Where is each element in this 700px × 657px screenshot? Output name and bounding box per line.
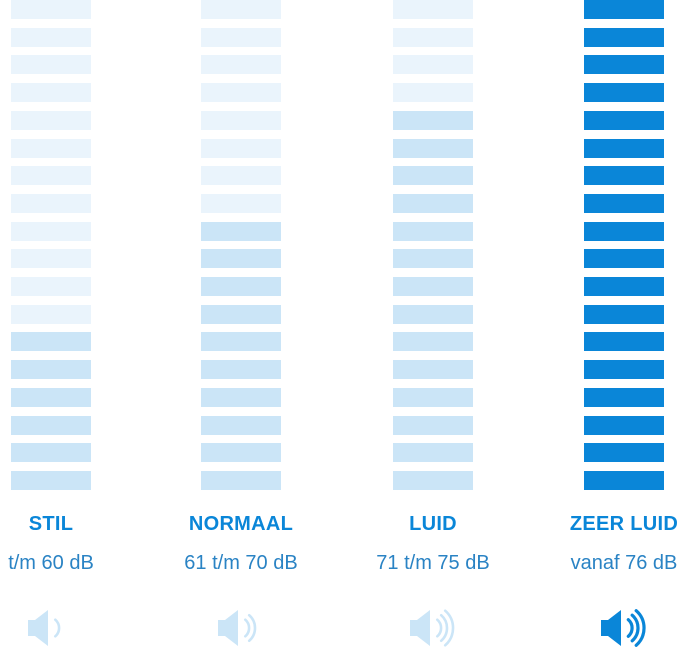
meter-segment (201, 416, 281, 435)
speaker-loud-icon (410, 609, 455, 647)
meter-segment (584, 305, 664, 324)
meter-segment (11, 222, 91, 241)
meter-segment (201, 83, 281, 102)
meter-segment (11, 332, 91, 351)
meter-segment (11, 471, 91, 490)
meter-segment (584, 277, 664, 296)
meter-segment (201, 139, 281, 158)
meter-segment (393, 416, 473, 435)
meter-segment (584, 471, 664, 490)
meter-segment (393, 388, 473, 407)
meter-segment (11, 194, 91, 213)
sound-wave (247, 613, 257, 643)
sound-wave (439, 613, 449, 643)
meter-segment (201, 471, 281, 490)
level-range: t/m 60 dB (8, 552, 94, 574)
meter-segment (584, 194, 664, 213)
meter-segment (393, 332, 473, 351)
meter-segment (11, 111, 91, 130)
meter-segment (11, 388, 91, 407)
meter-segment (201, 360, 281, 379)
meter-segment (11, 83, 91, 102)
meter-segment (11, 28, 91, 47)
meter-segment (584, 166, 664, 185)
meter-segment (11, 443, 91, 462)
speaker-body (601, 610, 621, 646)
meter-segment (11, 166, 91, 185)
meter-segment (393, 194, 473, 213)
meter-segment (201, 443, 281, 462)
meter-segment (393, 305, 473, 324)
meter-segment (393, 443, 473, 462)
meter-segment (201, 305, 281, 324)
speaker-body (218, 610, 238, 646)
meter-segment (201, 0, 281, 19)
meter-segment (584, 222, 664, 241)
meter-segment (584, 83, 664, 102)
meter-segment (584, 249, 664, 268)
meter-segment (393, 28, 473, 47)
meter-segment (393, 166, 473, 185)
meter-segment (201, 277, 281, 296)
meter-segment (584, 28, 664, 47)
meter-segment (393, 83, 473, 102)
sound-wave (634, 609, 646, 647)
meter-segment (11, 360, 91, 379)
level-title: NORMAAL (188, 513, 294, 535)
meter-segment (393, 471, 473, 490)
meter-segment (393, 222, 473, 241)
sound-wave (436, 618, 443, 638)
sound-wave (443, 609, 455, 647)
speaker-medium-icon (218, 610, 257, 646)
meter-segment (201, 388, 281, 407)
meter-segment (11, 416, 91, 435)
meter-segment (11, 305, 91, 324)
meter-segment (584, 416, 664, 435)
meter-segment (201, 194, 281, 213)
meter-segment (393, 55, 473, 74)
level-range: vanaf 76 dB (570, 552, 678, 574)
meter-segment (201, 166, 281, 185)
meter-segment (201, 111, 281, 130)
meter-segment (393, 0, 473, 19)
sound-wave (54, 618, 61, 638)
meter-segment (393, 111, 473, 130)
speaker-body (28, 610, 48, 646)
meter-segment (11, 277, 91, 296)
meter-segment (584, 443, 664, 462)
meter-segment (11, 0, 91, 19)
meter-segment (584, 111, 664, 130)
sound-wave (244, 618, 251, 638)
meter-segment (584, 332, 664, 351)
meter-segment (11, 55, 91, 74)
speaker-low-icon (28, 610, 61, 646)
speaker-very-loud-icon (601, 609, 646, 647)
level-range: 61 t/m 70 dB (184, 552, 298, 574)
meter-segment (393, 139, 473, 158)
level-title: ZEER LUID (569, 513, 679, 535)
level-range: 71 t/m 75 dB (376, 552, 490, 574)
meter-segment (584, 55, 664, 74)
meter-segment (11, 139, 91, 158)
level-title: STIL (28, 513, 74, 535)
meter-segment (584, 360, 664, 379)
meter-segment (201, 249, 281, 268)
meter-segment (201, 332, 281, 351)
meter-segment (393, 277, 473, 296)
sound-wave (630, 613, 640, 643)
level-title: LUID (409, 513, 457, 535)
meter-segment (584, 388, 664, 407)
meter-segment (584, 139, 664, 158)
meter-segment (201, 222, 281, 241)
meter-segment (201, 28, 281, 47)
speaker-body (410, 610, 430, 646)
meter-segment (201, 55, 281, 74)
meter-segment (393, 249, 473, 268)
meter-segment (11, 249, 91, 268)
meter-segment (584, 0, 664, 19)
sound-wave (626, 618, 634, 638)
meter-segment (393, 360, 473, 379)
